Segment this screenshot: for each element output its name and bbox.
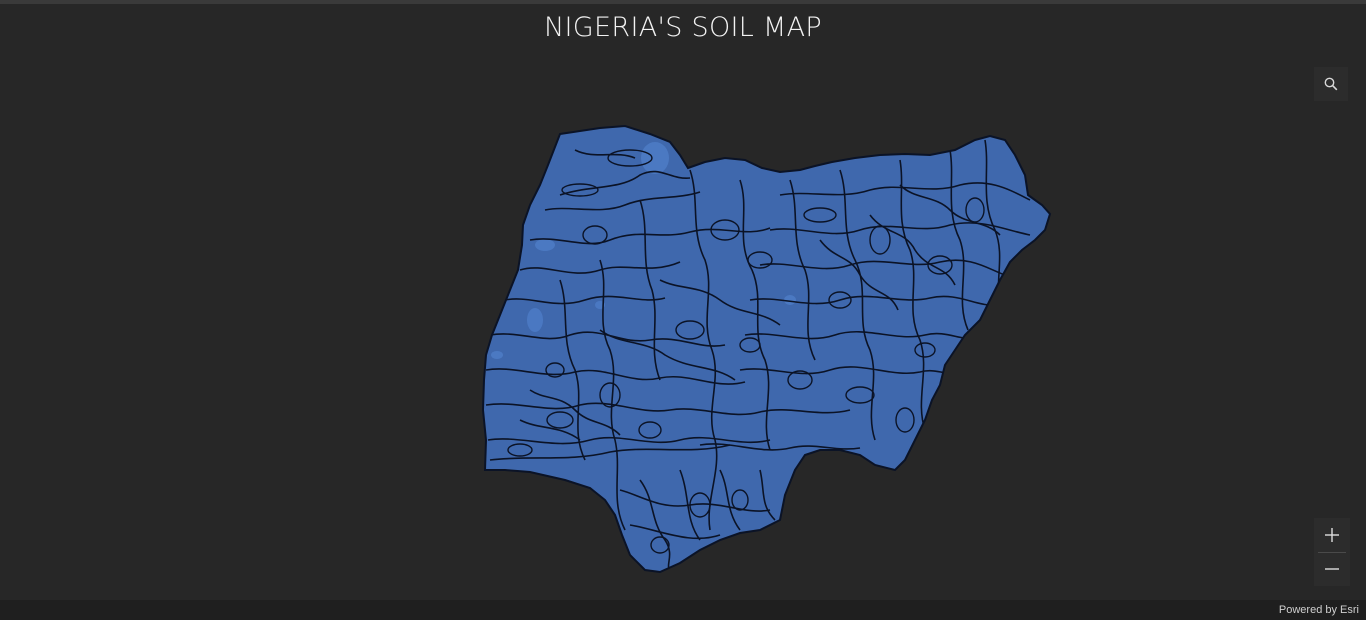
soil-patches <box>491 142 796 359</box>
search-icon <box>1324 77 1338 91</box>
zoom-in-button[interactable] <box>1314 518 1350 552</box>
minus-icon <box>1325 568 1339 570</box>
plus-icon <box>1325 527 1339 542</box>
search-button[interactable] <box>1314 67 1348 101</box>
zoom-controls <box>1314 518 1350 586</box>
attribution-bar: Powered by Esri <box>0 600 1366 620</box>
page-title: NIGERIA'S SOIL MAP <box>544 12 822 43</box>
zoom-out-button[interactable] <box>1314 552 1350 586</box>
esri-attribution[interactable]: Powered by Esri <box>1278 604 1359 616</box>
nigeria-outline <box>481 124 1052 574</box>
map-view[interactable] <box>0 50 1366 600</box>
zoom-divider <box>1318 551 1346 553</box>
soil-map-svg <box>481 124 1052 574</box>
soil-units <box>507 149 985 554</box>
soil-boundaries <box>485 139 1031 571</box>
nigeria-landmass <box>483 126 1050 572</box>
top-border <box>0 0 1366 4</box>
